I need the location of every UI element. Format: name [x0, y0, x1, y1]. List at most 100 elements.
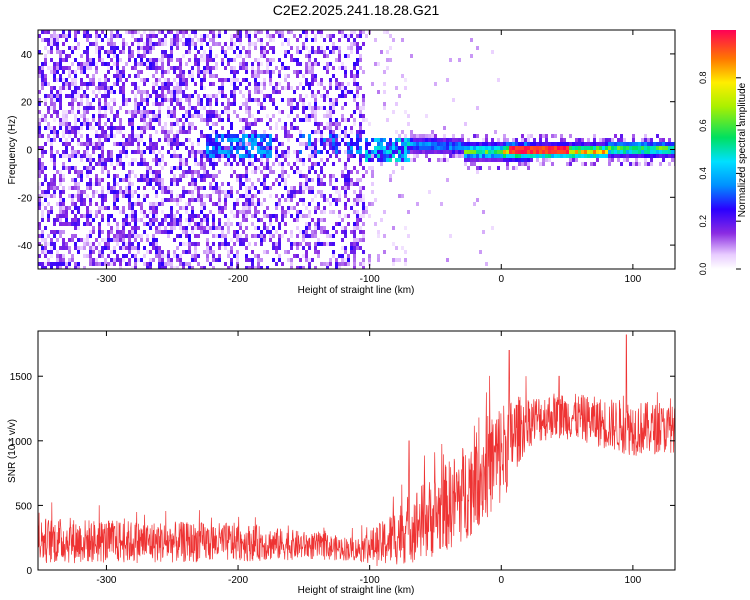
- spectrogram-cell: [335, 186, 338, 190]
- spectrogram-cell: [245, 66, 248, 70]
- spectrogram-cell: [119, 150, 122, 154]
- spectrogram-cell: [152, 86, 155, 90]
- spectrogram-cell: [641, 154, 644, 158]
- spectrogram-cell: [203, 134, 206, 138]
- spectrogram-cell: [281, 206, 284, 210]
- spectrogram-cell: [158, 58, 161, 62]
- spectrogram-cell: [302, 42, 305, 46]
- spectrogram-cell: [110, 262, 113, 266]
- spectrogram-cell: [356, 86, 359, 90]
- spectrogram-cell: [548, 150, 551, 154]
- spectrogram-cell: [245, 150, 248, 154]
- spectrogram-cell: [98, 226, 101, 230]
- spectrogram-cell: [131, 134, 134, 138]
- spectrogram-cell: [125, 42, 128, 46]
- spectrogram-cell: [164, 38, 167, 42]
- spectrogram-cell: [329, 114, 332, 118]
- spectrogram-cell: [182, 262, 185, 266]
- spectrogram-cell: [125, 190, 128, 194]
- spectrogram-cell: [98, 54, 101, 58]
- spectrogram-cell: [80, 66, 83, 70]
- spectrogram-cell: [281, 30, 284, 34]
- spectrogram-cell: [311, 82, 314, 86]
- spectrogram-cell: [230, 42, 233, 46]
- spectrogram-cell: [158, 174, 161, 178]
- spectrogram-cell: [206, 110, 209, 114]
- spectrogram-cell: [176, 98, 179, 102]
- spectrogram-cell: [359, 30, 362, 34]
- spectrogram-cell: [152, 118, 155, 122]
- spectrogram-cell: [110, 150, 113, 154]
- spectrogram-cell: [89, 218, 92, 222]
- spectrogram-cell: [134, 86, 137, 90]
- spectrogram-cell: [560, 142, 563, 146]
- spectrogram-cell: [257, 262, 260, 266]
- spectrogram-cell: [47, 30, 50, 34]
- spectrogram-cell: [233, 154, 236, 158]
- spectrogram-cell: [197, 98, 200, 102]
- spectrogram-cell: [212, 38, 215, 42]
- spectrogram-cell: [482, 150, 485, 154]
- spectrogram-cell: [296, 246, 299, 250]
- spectrogram-cell: [317, 174, 320, 178]
- spectrogram-cell: [62, 118, 65, 122]
- spectrogram-cell: [86, 38, 89, 42]
- spectrogram-cell: [332, 66, 335, 70]
- spectrogram-cell: [227, 98, 230, 102]
- spectrogram-cell: [68, 46, 71, 50]
- spectrogram-cell: [206, 54, 209, 58]
- spectrogram-cell: [644, 142, 647, 146]
- spectrogram-cell: [491, 158, 494, 162]
- spectrogram-cell: [74, 178, 77, 182]
- spectrogram-cell: [218, 226, 221, 230]
- spectrogram-cell: [89, 142, 92, 146]
- spectrogram-cell: [491, 142, 494, 146]
- spectrogram-cell: [614, 150, 617, 154]
- spectrogram-cell: [194, 258, 197, 262]
- spectrogram-cell: [101, 170, 104, 174]
- spectrogram-cell: [425, 138, 428, 142]
- spectrogram-cell: [524, 154, 527, 158]
- spectrogram-cell: [131, 266, 134, 269]
- spectrogram-cell: [74, 186, 77, 190]
- spectrogram-cell: [308, 66, 311, 70]
- spectrogram-cell: [134, 266, 137, 269]
- spectrogram-cell: [218, 206, 221, 210]
- spectrogram-cell: [464, 146, 467, 150]
- spectrogram-cell: [506, 146, 509, 150]
- spectrogram-cell: [437, 142, 440, 146]
- spectrogram-cell: [563, 154, 566, 158]
- spectrogram-cell: [299, 258, 302, 262]
- spectrogram-cell: [218, 34, 221, 38]
- spectrogram-cell: [41, 234, 44, 238]
- spectrogram-cell: [314, 38, 317, 42]
- spectrogram-cell: [53, 154, 56, 158]
- spectrogram-cell: [89, 158, 92, 162]
- spectrogram-cell: [350, 142, 353, 146]
- spectrogram-cell: [500, 150, 503, 154]
- spectrogram-cell: [314, 266, 317, 269]
- spectrogram-cell: [263, 162, 266, 166]
- spectrogram-cell: [227, 138, 230, 142]
- spectrogram-cell: [191, 170, 194, 174]
- spectrogram-cell: [125, 194, 128, 198]
- spectrogram-cell: [347, 46, 350, 50]
- spectrogram-cell: [68, 70, 71, 74]
- spectrogram-cell: [218, 150, 221, 154]
- spectrogram-cell: [254, 82, 257, 86]
- spectrogram-cell: [50, 46, 53, 50]
- spectrogram-cell: [335, 202, 338, 206]
- spectrogram-cell: [233, 34, 236, 38]
- spectrogram-cell: [467, 166, 470, 170]
- spectrogram-cell: [338, 82, 341, 86]
- spectrogram-cell: [167, 222, 170, 226]
- spectrogram-cell: [269, 82, 272, 86]
- spectrogram-cell: [368, 202, 371, 206]
- spectrogram-cell: [86, 166, 89, 170]
- spectrogram-cell: [365, 206, 368, 210]
- spectrogram-cell: [293, 162, 296, 166]
- spectrogram-cell: [56, 38, 59, 42]
- spectrogram-cell: [389, 150, 392, 154]
- spectrogram-cell: [395, 246, 398, 250]
- spectrogram-cell: [263, 166, 266, 170]
